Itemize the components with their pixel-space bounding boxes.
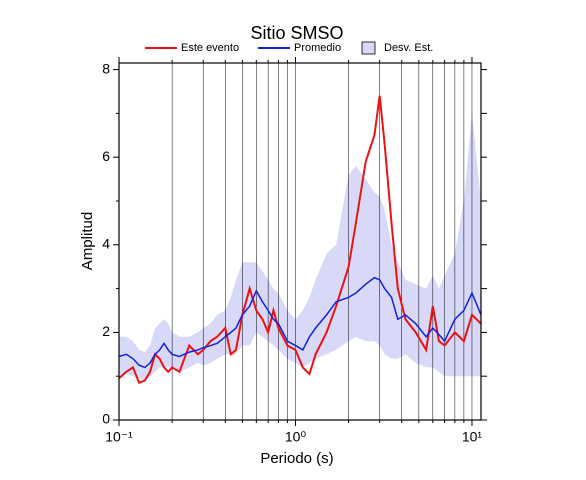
legend-label: Promedio <box>294 42 341 54</box>
plot-frame <box>118 62 482 421</box>
legend-label: Este evento <box>181 42 239 54</box>
x-tick-label: 10⁰ <box>285 429 307 445</box>
series-line <box>118 95 482 385</box>
y-tick-label: 8 <box>102 60 110 76</box>
x-tick-label: 10¹ <box>462 429 483 445</box>
y-tick-label: 4 <box>102 235 110 251</box>
series-line <box>118 276 482 369</box>
y-axis-label: Amplitud <box>79 212 96 270</box>
legend-label: Desv. Est. <box>384 42 433 54</box>
y-tick-label: 6 <box>102 148 110 164</box>
legend-swatch <box>361 41 376 55</box>
y-tick-label: 0 <box>102 411 110 427</box>
y-tick-label: 2 <box>102 323 110 339</box>
std-band <box>119 113 481 381</box>
x-tick-label: 10⁻¹ <box>105 429 133 445</box>
x-axis-label: Periodo (s) <box>260 450 333 467</box>
chart-title: Sitio SMSO <box>250 23 343 43</box>
